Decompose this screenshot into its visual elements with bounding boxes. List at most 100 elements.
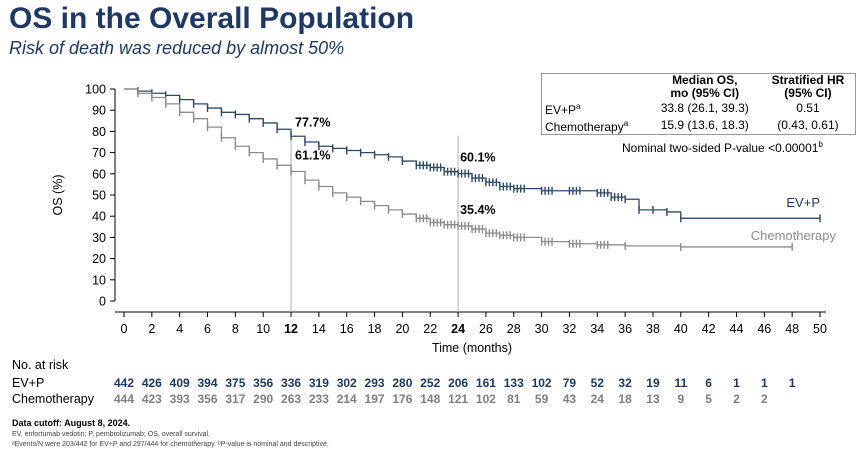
risk-value-chemo: 233 xyxy=(308,392,329,406)
x-tick-label: 48 xyxy=(785,322,799,336)
hr-row-median-evp: 33.8 (26.1, 39.3) xyxy=(660,101,749,115)
risk-value-evp: 293 xyxy=(364,376,385,390)
x-tick-label: 10 xyxy=(256,322,270,336)
risk-heading: No. at risk xyxy=(12,358,69,372)
risk-value-chemo: 2 xyxy=(733,392,740,406)
risk-value-evp: 133 xyxy=(503,376,524,390)
risk-value-evp: 1 xyxy=(788,376,796,390)
risk-value-evp: 206 xyxy=(448,376,469,390)
risk-value-chemo: 13 xyxy=(646,392,660,406)
x-tick-label: 30 xyxy=(535,322,549,336)
x-tick-label: 34 xyxy=(590,322,604,336)
hr-row-label-evp: EV+Pa xyxy=(545,102,581,117)
risk-value-chemo: 9 xyxy=(677,392,685,406)
risk-value-evp: 161 xyxy=(475,376,496,390)
risk-label-chemo: Chemotherapy xyxy=(12,392,94,406)
x-tick-label: 46 xyxy=(757,322,771,336)
x-tick-label: 38 xyxy=(646,322,660,336)
risk-value-evp: 6 xyxy=(705,376,712,390)
x-tick-label: 14 xyxy=(312,322,326,336)
y-tick-label: 80 xyxy=(92,125,106,139)
risk-value-evp: 102 xyxy=(531,376,552,390)
x-tick-label: 0 xyxy=(121,322,128,336)
risk-value-evp: 1 xyxy=(760,376,768,390)
risk-value-chemo: 5 xyxy=(705,392,712,406)
risk-value-chemo: 356 xyxy=(197,392,218,406)
risk-value-chemo: 423 xyxy=(141,392,162,406)
risk-value-evp: 356 xyxy=(253,376,274,390)
y-tick-label: 70 xyxy=(92,146,106,160)
risk-value-chemo: 81 xyxy=(507,392,521,406)
x-tick-label: 50 xyxy=(813,322,827,336)
x-tick-label: 4 xyxy=(176,322,183,336)
x-tick-label: 40 xyxy=(674,322,688,336)
x-tick-label: 26 xyxy=(479,322,493,336)
x-tick-label: 28 xyxy=(507,322,521,336)
hr-table-header-median: Median OS, mo (95% CI) xyxy=(670,73,740,100)
risk-value-evp: 11 xyxy=(674,376,688,390)
risk-value-chemo: 263 xyxy=(281,392,302,406)
x-tick-label: 42 xyxy=(702,322,716,336)
page-subtitle: Risk of death was reduced by almost 50% xyxy=(9,38,345,58)
risk-value-chemo: 176 xyxy=(392,392,413,406)
risk-row-evp: EV+P 442 426 409 394 375 356 336 319 302 293 280 25… xyxy=(0,376,865,392)
risk-value-evp: 302 xyxy=(336,376,357,390)
hr-table-header-hr: Stratified HR (95% CI) xyxy=(771,73,845,100)
y-tick-label: 0 xyxy=(99,295,106,309)
data-label: 60.1% xyxy=(460,151,495,165)
risk-value-chemo: 393 xyxy=(169,392,190,406)
x-tick-label: 8 xyxy=(232,322,239,336)
y-tick-label: 30 xyxy=(92,231,106,245)
risk-value-chemo: 121 xyxy=(448,392,469,406)
x-tick-label: 22 xyxy=(423,322,437,336)
y-tick-label: 100 xyxy=(85,83,106,97)
risk-value-chemo: 148 xyxy=(420,392,441,406)
x-tick-label: 24 xyxy=(451,322,465,336)
risk-value-evp: 442 xyxy=(113,376,135,390)
risk-value-evp: 336 xyxy=(281,376,302,390)
y-tick-label: 40 xyxy=(92,210,106,224)
curve-label-evp: EV+P xyxy=(786,195,820,210)
x-axis-label: Time (months) xyxy=(432,341,512,355)
risk-value-evp: 1 xyxy=(733,376,740,390)
risk-value-chemo: 24 xyxy=(590,392,604,406)
curve-label-chemo: Chemotherapy xyxy=(751,228,837,243)
footnote-notes: ᵃEvents/N were 203/442 for EV+P and 297/… xyxy=(12,441,329,448)
risk-value-evp: 79 xyxy=(562,376,577,390)
hr-row-label-chemo: Chemotherapya xyxy=(545,119,629,134)
data-label: 61.1% xyxy=(295,148,330,162)
hr-row-median-chemo: 15.9 (13.6, 18.3) xyxy=(660,118,749,132)
risk-value-chemo: 59 xyxy=(534,392,549,406)
risk-value-chemo: 317 xyxy=(225,392,246,406)
x-tick-label: 12 xyxy=(284,322,298,336)
risk-value-evp: 375 xyxy=(225,376,246,390)
risk-value-chemo: 2 xyxy=(760,392,768,406)
risk-value-chemo: 214 xyxy=(336,392,357,406)
risk-value-evp: 409 xyxy=(169,376,190,390)
x-tick-label: 36 xyxy=(618,322,632,336)
x-tick-label: 16 xyxy=(340,322,354,336)
y-axis-label: OS (%) xyxy=(51,175,65,216)
risk-value-evp: 32 xyxy=(618,376,632,390)
x-tick-label: 18 xyxy=(368,322,382,336)
data-label: 77.7% xyxy=(295,115,330,129)
risk-value-evp: 280 xyxy=(392,376,413,390)
x-tick-label: 32 xyxy=(562,322,576,336)
risk-value-evp: 426 xyxy=(141,376,162,390)
risk-value-evp: 394 xyxy=(197,376,218,390)
x-tick-label: 20 xyxy=(395,322,409,336)
risk-value-evp: 52 xyxy=(590,376,604,390)
hr-row-hr-chemo: (0.43, 0.61) xyxy=(777,118,839,132)
y-tick-label: 10 xyxy=(92,273,106,287)
data-label: 35.4% xyxy=(460,203,495,217)
y-tick-label: 60 xyxy=(92,167,106,181)
x-tick-label: 44 xyxy=(730,322,744,336)
risk-value-chemo: 18 xyxy=(618,392,632,406)
hr-table: Median OS, mo (95% CI) Stratified HR (95% … xyxy=(541,73,856,135)
risk-row-chemo: Chemotherapy 444 423 393 356 317 290 263 233 214… xyxy=(0,392,865,408)
risk-value-chemo: 43 xyxy=(562,392,577,406)
x-tick-label: 2 xyxy=(148,322,155,336)
footnote-abbreviations: EV, enfortumab vedotin; P, pembrolizumab… xyxy=(12,431,211,438)
risk-value-evp: 252 xyxy=(420,376,441,390)
risk-value-chemo: 102 xyxy=(475,392,496,406)
